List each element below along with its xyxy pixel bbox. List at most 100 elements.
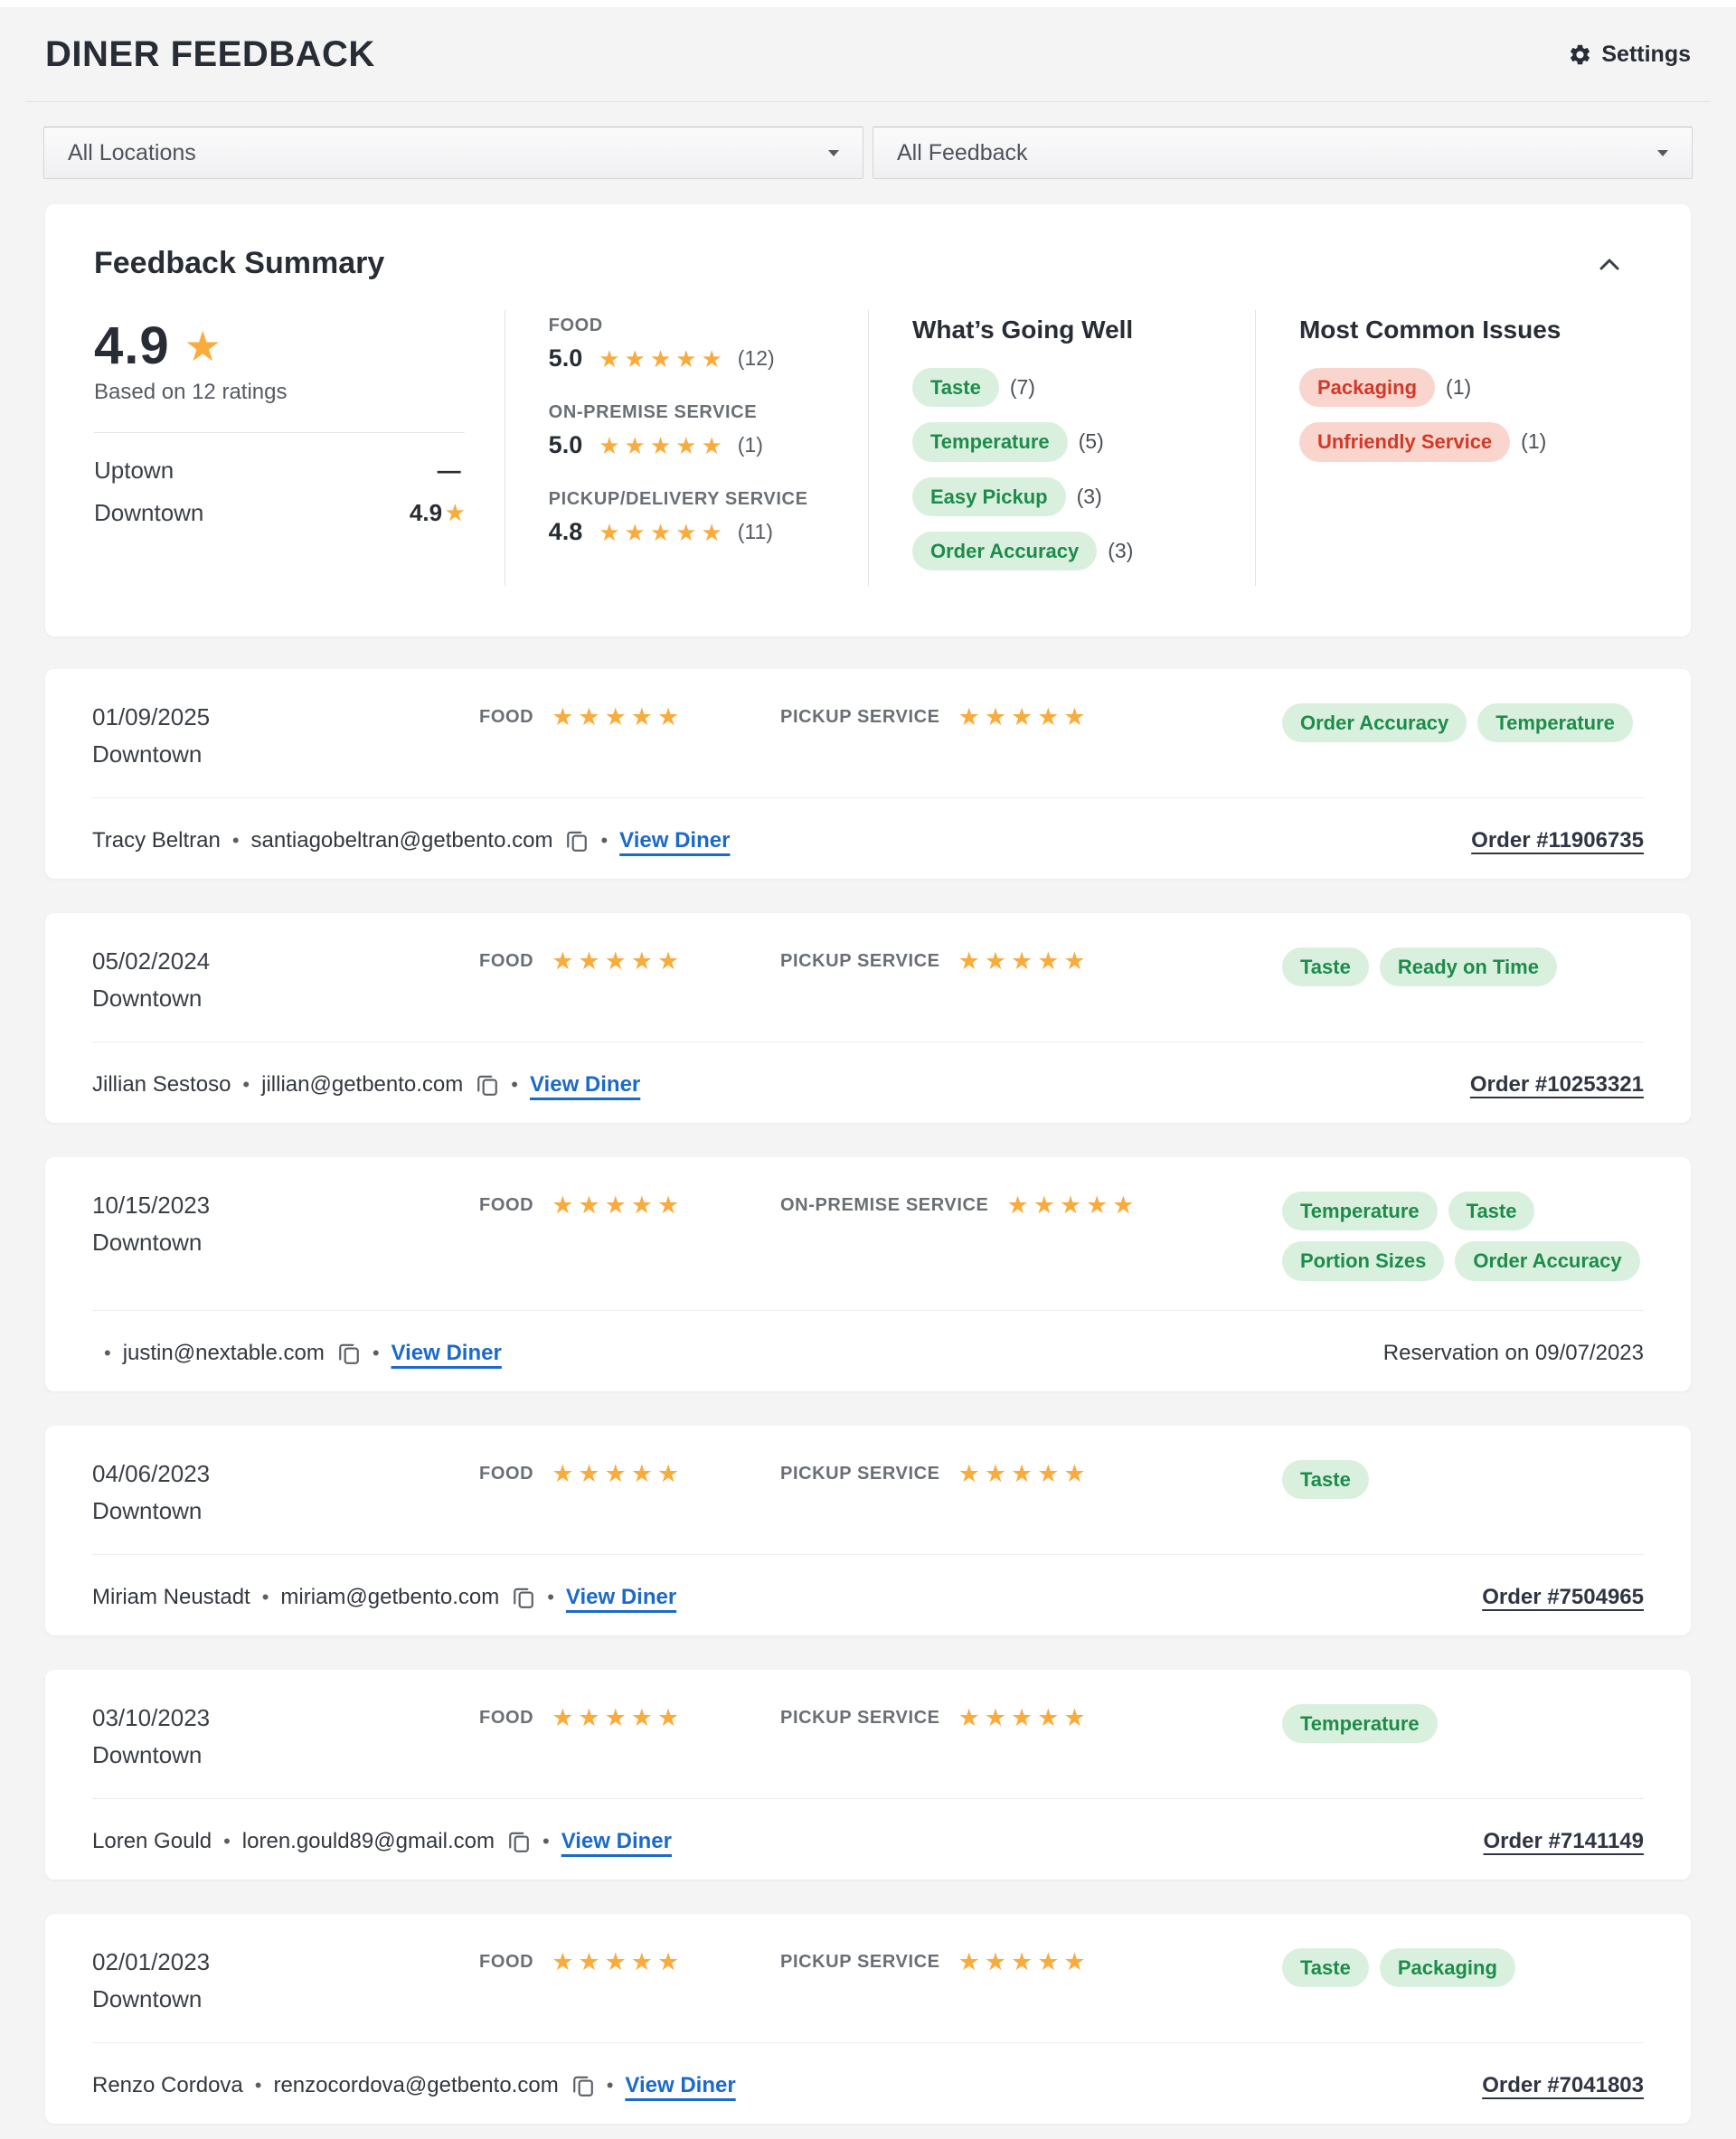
copy-email-button[interactable] <box>476 1073 499 1097</box>
rating-groups: FOOD ★★★★★ PICKUP SERVICE ★★★★★ <box>479 1704 1090 1730</box>
feedback-date: 10/15/2023 <box>92 1192 211 1220</box>
rating-food: FOOD ★★★★★ <box>479 949 780 974</box>
feedback-filter-select[interactable]: All Feedback <box>873 127 1693 179</box>
location-name: Downtown <box>94 499 204 526</box>
order-reference[interactable]: Order #7041803 <box>1482 2072 1644 2097</box>
rating-label: PICKUP SERVICE <box>780 951 940 972</box>
bullet-separator: • <box>261 1585 269 1608</box>
category-label: FOOD <box>548 316 603 335</box>
category-rating-food: FOOD 5.0 ★★★★★ (12) <box>549 316 868 372</box>
location-rating-row: Downtown 4.9 ★ <box>94 499 465 527</box>
summary-tag-row: Temperature (5) <box>911 422 1255 462</box>
view-diner-link[interactable]: View Diner <box>529 1072 641 1098</box>
settings-button[interactable]: Settings <box>1568 42 1691 68</box>
feedback-tag-pill: Temperature <box>1282 1192 1438 1231</box>
bullet-separator: • <box>511 1073 518 1097</box>
feedback-location: Downtown <box>92 740 203 768</box>
overall-score: 4.9 <box>94 316 170 375</box>
category-label: PICKUP/DELIVERY SERVICE <box>548 489 808 509</box>
feedback-location: Downtown <box>92 1229 203 1257</box>
rating-label: PICKUP SERVICE <box>780 1707 940 1728</box>
copy-email-button[interactable] <box>565 829 589 853</box>
ratings-count-caption: Based on 12 ratings <box>94 380 288 404</box>
view-diner-link[interactable]: View Diner <box>625 2072 736 2097</box>
overall-divider <box>94 432 465 433</box>
summary-title: Feedback Summary <box>94 246 385 280</box>
category-ratings-column: FOOD 5.0 ★★★★★ (12) ON-PREMISE SERVICE 5… <box>504 310 868 587</box>
order-reference[interactable]: Order #11906735 <box>1471 828 1644 853</box>
diner-email: miriam@getbento.com <box>280 1584 500 1609</box>
location-filter-select[interactable]: All Locations <box>43 127 863 179</box>
feedback-date: 05/02/2024 <box>92 947 211 975</box>
bullet-separator: • <box>547 1585 554 1608</box>
tag-pill: Order Accuracy <box>911 531 1098 571</box>
top-strip <box>0 0 1736 7</box>
diner-name: Jillian Sestoso <box>92 1072 231 1098</box>
feedback-date: 04/06/2023 <box>92 1459 211 1487</box>
rating-pickup-service: PICKUP SERVICE ★★★★★ <box>780 1705 1090 1730</box>
category-count: (12) <box>737 346 775 370</box>
rating-groups: FOOD ★★★★★ PICKUP SERVICE ★★★★★ <box>479 703 1090 730</box>
rating-label: FOOD <box>479 951 534 972</box>
location-score: 4.9 <box>409 499 443 526</box>
rating-food: FOOD ★★★★★ <box>479 1703 780 1731</box>
order-reference[interactable]: Order #7504965 <box>1482 1584 1644 1609</box>
category-score: 5.0 <box>548 344 583 372</box>
going-well-list: Taste (7) Temperature (5) Easy Pickup (3) Orde… <box>911 368 1255 571</box>
star-rating: ★★★★★ <box>552 1703 684 1731</box>
feedback-tag-pill: Ready on Time <box>1379 947 1557 987</box>
diner-email: loren.gould89@gmail.com <box>241 1828 495 1853</box>
rating-food: FOOD ★★★★★ <box>479 1193 780 1218</box>
tag-count: (3) <box>1108 539 1134 563</box>
rating-groups: FOOD ★★★★★ PICKUP SERVICE ★★★★★ <box>479 947 1090 974</box>
category-rating-pickup-delivery: PICKUP/DELIVERY SERVICE 4.8 ★★★★★ (11) <box>549 489 868 546</box>
tag-count: (5) <box>1078 429 1104 454</box>
summary-tag-row: Packaging (1) <box>1298 368 1642 408</box>
summary-tag-row: Unfriendly Service (1) <box>1298 422 1642 462</box>
feedback-tag-pill: Temperature <box>1282 1703 1438 1744</box>
feedback-tags: Temperature Taste Portion Sizes Order Accur… <box>1282 1192 1644 1281</box>
feedback-tags: Taste Packaging <box>1282 1947 1644 1988</box>
copy-email-button[interactable] <box>512 1586 535 1609</box>
feedback-date: 01/09/2025 <box>92 703 211 731</box>
common-issues-title: Most Common Issues <box>1298 316 1561 344</box>
bullet-separator: • <box>542 1829 550 1852</box>
bullet-separator: • <box>231 829 240 853</box>
diner-name: Loren Gould <box>92 1828 212 1853</box>
star-rating: ★★★★★ <box>958 947 1090 975</box>
copy-icon <box>339 1343 359 1364</box>
feedback-card: 10/15/2023 Downtown FOOD ★★★★★ ON-PREMISE … <box>45 1157 1691 1391</box>
feedback-summary-card: Feedback Summary 4.9 ★ Based on 12 ratin… <box>45 204 1691 637</box>
rating-groups: FOOD ★★★★★ ON-PREMISE SERVICE ★★★★★ <box>479 1192 1139 1218</box>
order-reference[interactable]: Order #7141149 <box>1483 1828 1644 1853</box>
view-diner-link[interactable]: View Diner <box>619 828 731 853</box>
feedback-location: Downtown <box>92 1740 203 1768</box>
rating-label: FOOD <box>479 707 534 728</box>
view-diner-link[interactable]: View Diner <box>565 1584 677 1609</box>
view-diner-link[interactable]: View Diner <box>391 1340 502 1365</box>
feedback-card: 01/09/2025 Downtown FOOD ★★★★★ PICKUP SERV… <box>45 669 1691 880</box>
star-rating: ★★★★★ <box>599 431 727 459</box>
feedback-tags: Taste Ready on Time <box>1282 947 1644 987</box>
copy-email-button[interactable] <box>507 1830 531 1853</box>
bullet-separator: • <box>242 1073 250 1097</box>
rating-food: FOOD ★★★★★ <box>479 1461 780 1486</box>
star-rating: ★★★★★ <box>552 947 684 975</box>
page-title: DINER FEEDBACK <box>45 33 375 74</box>
common-issues-column: Most Common Issues Packaging (1) Unfriendl… <box>1254 310 1642 587</box>
copy-email-button[interactable] <box>337 1342 361 1365</box>
feedback-card: 03/10/2023 Downtown FOOD ★★★★★ PICKUP SERV… <box>45 1669 1691 1880</box>
feedback-tag-pill: Packaging <box>1379 1947 1515 1988</box>
order-reference[interactable]: Order #10253321 <box>1469 1072 1644 1098</box>
overall-rating-column: 4.9 ★ Based on 12 ratings Uptown — Downt… <box>94 310 505 586</box>
copy-email-button[interactable] <box>571 2074 595 2097</box>
category-rating-on-premise: ON-PREMISE SERVICE 5.0 ★★★★★ (1) <box>549 402 868 459</box>
copy-icon <box>477 1075 498 1097</box>
collapse-summary-button[interactable] <box>1599 257 1620 271</box>
rating-label: ON-PREMISE SERVICE <box>780 1195 989 1216</box>
feedback-tag-pill: Taste <box>1282 947 1369 987</box>
going-well-title: What’s Going Well <box>911 316 1134 344</box>
summary-tag-row: Easy Pickup (3) <box>911 476 1255 516</box>
view-diner-link[interactable]: View Diner <box>561 1828 672 1853</box>
category-count: (1) <box>737 433 763 457</box>
